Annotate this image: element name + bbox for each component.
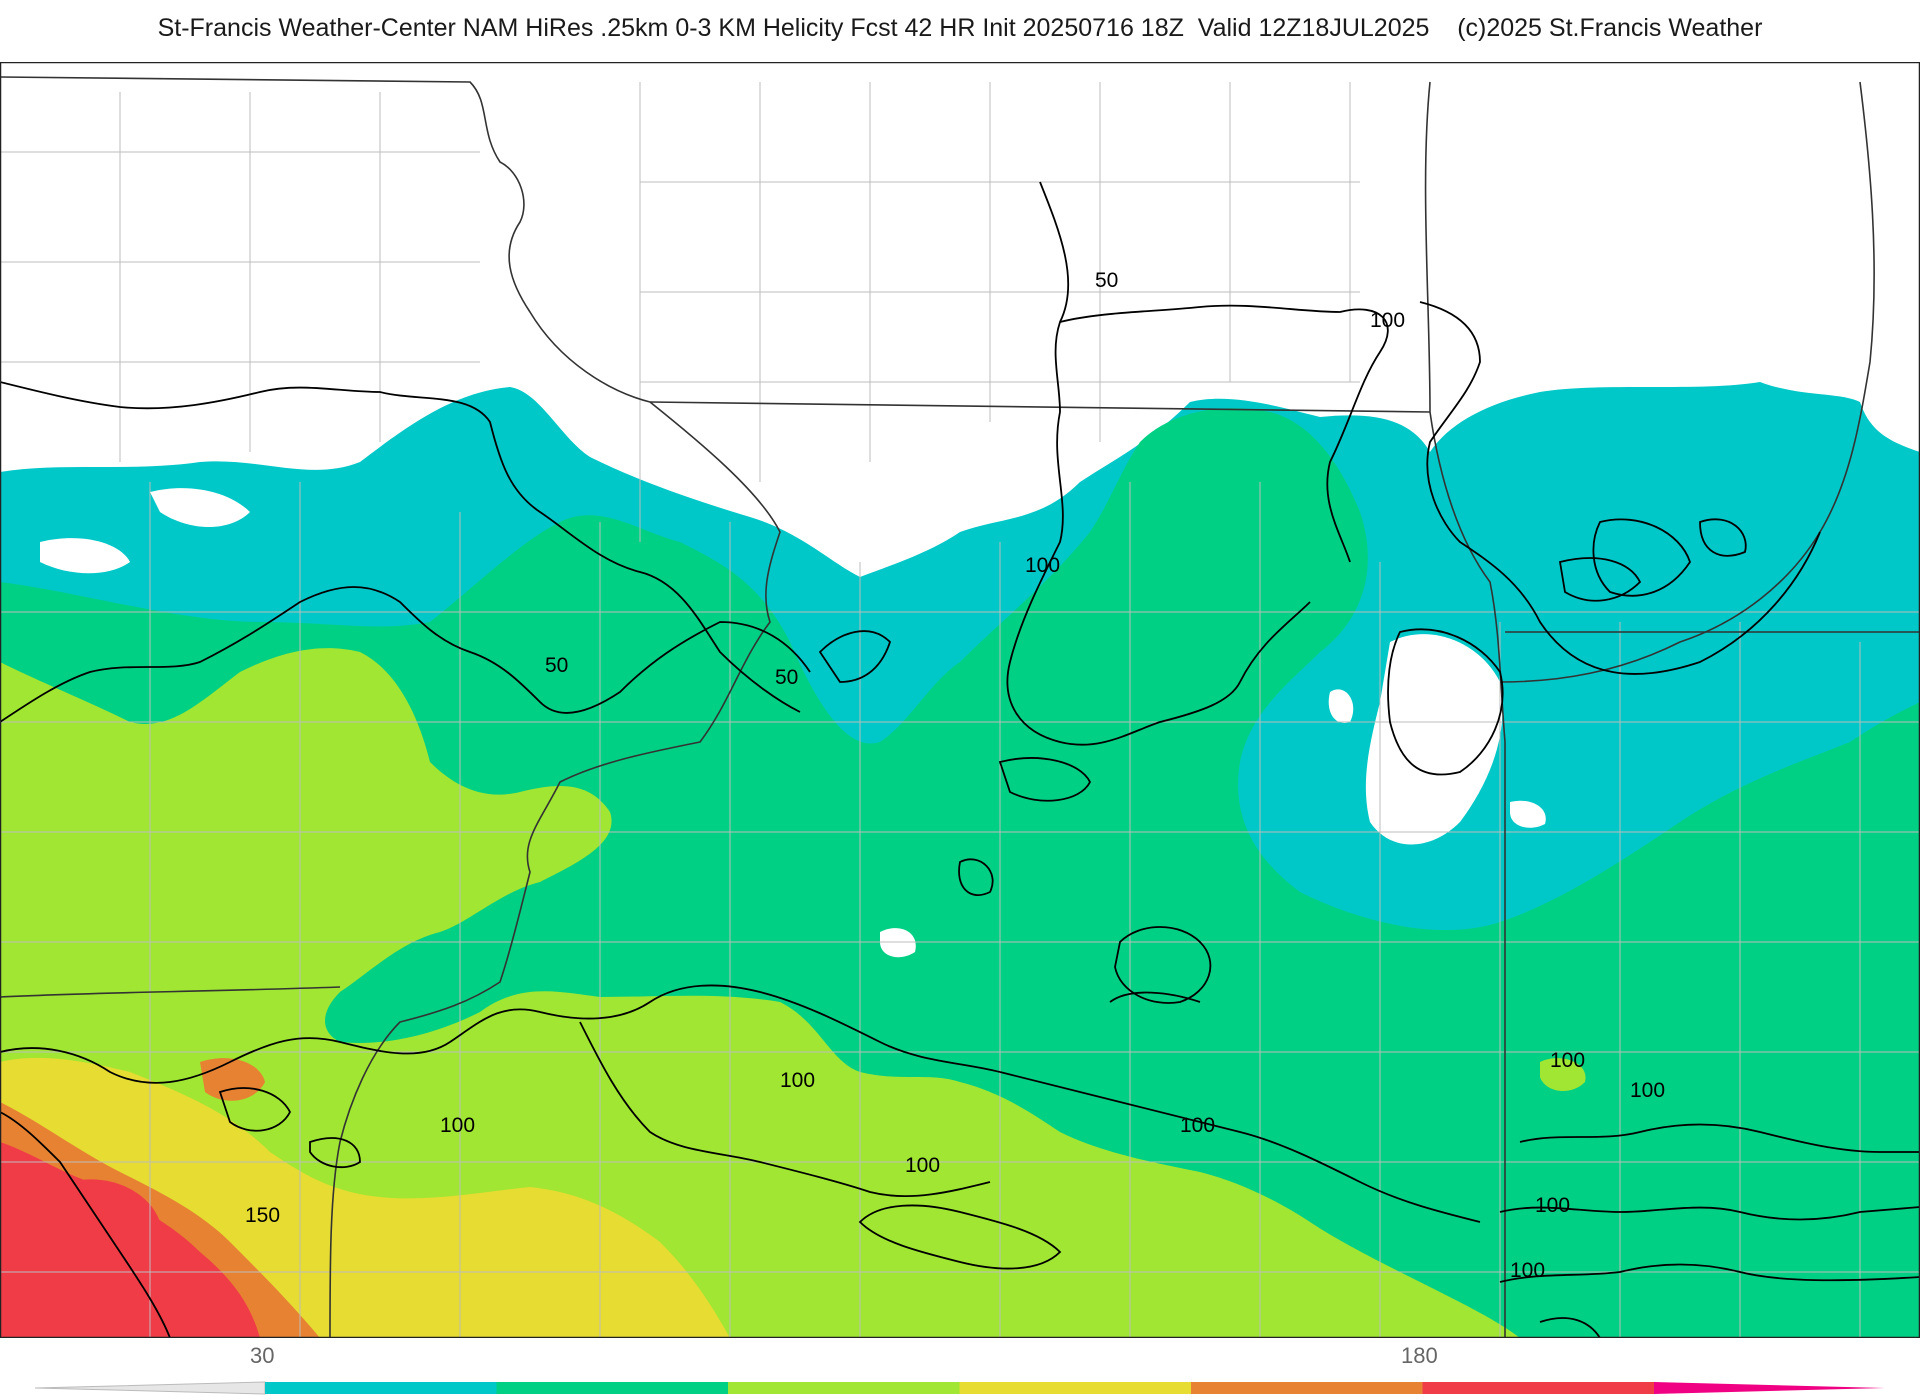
contour-label: 100 (1025, 554, 1060, 577)
colorbar-under-triangle (34, 1381, 266, 1395)
contour-label: 100 (1370, 309, 1405, 332)
low-helicity-hole (150, 488, 250, 527)
colorbar-segment (265, 1382, 497, 1394)
contour-label: 100 (1535, 1194, 1570, 1217)
colorbar-over-triangle (1654, 1382, 1885, 1394)
helicity-spot-lime (357, 752, 442, 841)
colorbar (34, 1381, 1885, 1395)
low-helicity-hole (1510, 800, 1546, 828)
helicity-spot-red (70, 1179, 160, 1236)
helicity-map: 50 50 50 100 100 100 100 100 100 100 100… (0, 62, 1920, 1338)
county-lines (0, 82, 1920, 1338)
colorbar-tick-label: 30 (250, 1343, 275, 1368)
low-helicity-hole (880, 928, 916, 958)
contour-labels: 50 50 50 100 100 100 100 100 100 100 100… (245, 269, 1665, 1282)
contour-label: 50 (775, 666, 798, 689)
contour-label: 100 (1510, 1259, 1545, 1282)
helicity-contours (0, 181, 1920, 1338)
chart-title: St-Francis Weather-Center NAM HiRes .25k… (157, 14, 1763, 42)
contour-label: 50 (545, 654, 568, 677)
contour-label: 100 (1180, 1114, 1215, 1137)
contour-label: 50 (1095, 269, 1118, 292)
contour-label: 100 (780, 1069, 815, 1092)
low-helicity-hole (1328, 689, 1354, 723)
helicity-spot-lime-east (1540, 1058, 1586, 1092)
low-helicity-hole (40, 538, 130, 574)
low-helicity-hole (1365, 634, 1503, 845)
colorbar-segment (496, 1382, 728, 1394)
colorbar-segment (1422, 1382, 1654, 1394)
colorbar-segments (34, 1381, 1885, 1395)
contour-label: 100 (1550, 1049, 1585, 1072)
contour-label: 150 (245, 1204, 280, 1227)
colorbar-segment (959, 1382, 1191, 1394)
helicity-band-red (0, 1142, 260, 1338)
contour-label: 100 (1630, 1079, 1665, 1102)
contour-label: 100 (905, 1154, 940, 1177)
colorbar-segment (728, 1382, 960, 1394)
contour-label: 100 (440, 1114, 475, 1137)
colorbar-tick-label: 180 (1401, 1343, 1438, 1368)
state-borders (0, 76, 1920, 1338)
colorbar-segment (1191, 1382, 1423, 1394)
